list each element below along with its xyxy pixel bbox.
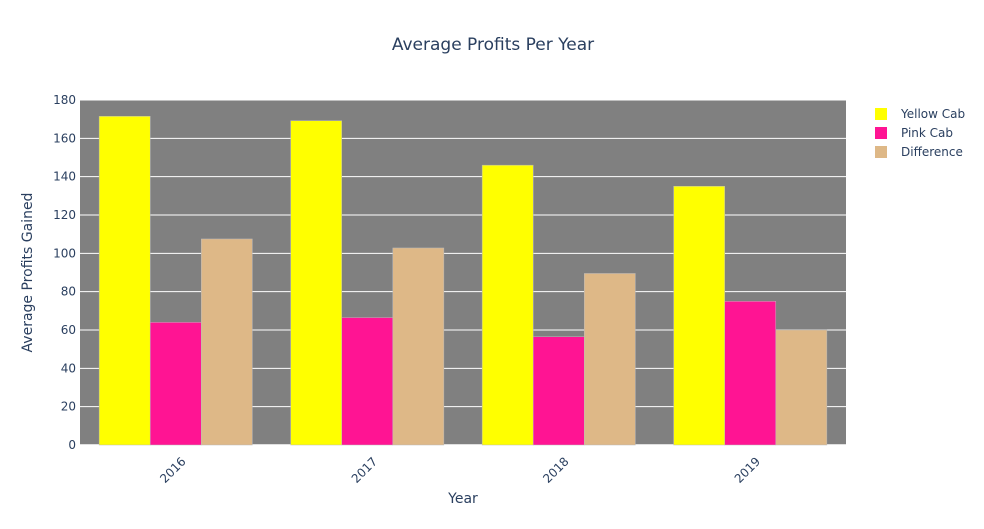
bar-yellow-cab-2019[interactable]	[673, 186, 725, 446]
bar-pink-cab-2019[interactable]	[724, 301, 777, 446]
y-tick-label: 20	[61, 400, 76, 414]
bars	[98, 116, 828, 446]
y-tick-label: 140	[53, 170, 76, 184]
bar-difference-2019[interactable]	[775, 329, 828, 446]
bar-yellow-cab-2016[interactable]	[98, 116, 151, 446]
y-tick-label: 120	[53, 208, 76, 222]
x-tick-label: 2017	[349, 454, 380, 485]
y-tick-label: 60	[61, 323, 76, 337]
legend-swatch	[875, 146, 887, 158]
legend-label: Difference	[901, 145, 963, 159]
legend-swatch	[875, 127, 887, 139]
y-tick-label: 100	[53, 246, 76, 260]
bar-pink-cab-2018[interactable]	[532, 336, 585, 446]
x-axis-title: Year	[447, 491, 478, 507]
y-tick-label: 40	[61, 361, 76, 375]
y-tick-label: 160	[53, 131, 76, 145]
bar-yellow-cab-2017[interactable]	[290, 120, 342, 446]
legend-label: Yellow Cab	[900, 107, 965, 121]
legend-swatch	[875, 108, 887, 120]
y-tick-label: 0	[68, 438, 76, 452]
x-tick-label: 2018	[540, 454, 571, 485]
y-tick-labels: 0 20 40 60 80 100 120 140 160 180	[53, 93, 76, 452]
x-tick-labels: 2016 2017 2018 2019	[157, 454, 763, 485]
y-tick-label: 80	[61, 285, 76, 299]
legend-label: Pink Cab	[901, 126, 953, 140]
chart-title: Average Profits Per Year	[392, 35, 594, 55]
y-tick-label: 180	[53, 93, 76, 107]
bar-difference-2018[interactable]	[584, 273, 636, 446]
bar-yellow-cab-2018[interactable]	[481, 164, 534, 446]
x-tick-label: 2016	[157, 454, 188, 485]
bar-difference-2016[interactable]	[201, 238, 253, 446]
legend-item-yellow-cab[interactable]: Yellow Cab	[875, 107, 965, 121]
bar-pink-cab-2017[interactable]	[341, 317, 394, 446]
x-tick-label: 2019	[732, 454, 763, 485]
legend-item-pink-cab[interactable]: Pink Cab	[875, 126, 953, 140]
legend-item-difference[interactable]: Difference	[875, 145, 963, 159]
y-axis-title: Average Profits Gained	[20, 193, 36, 353]
legend[interactable]: Yellow Cab Pink Cab Difference	[875, 107, 965, 159]
bar-pink-cab-2016[interactable]	[149, 322, 202, 446]
bar-difference-2017[interactable]	[392, 247, 445, 446]
